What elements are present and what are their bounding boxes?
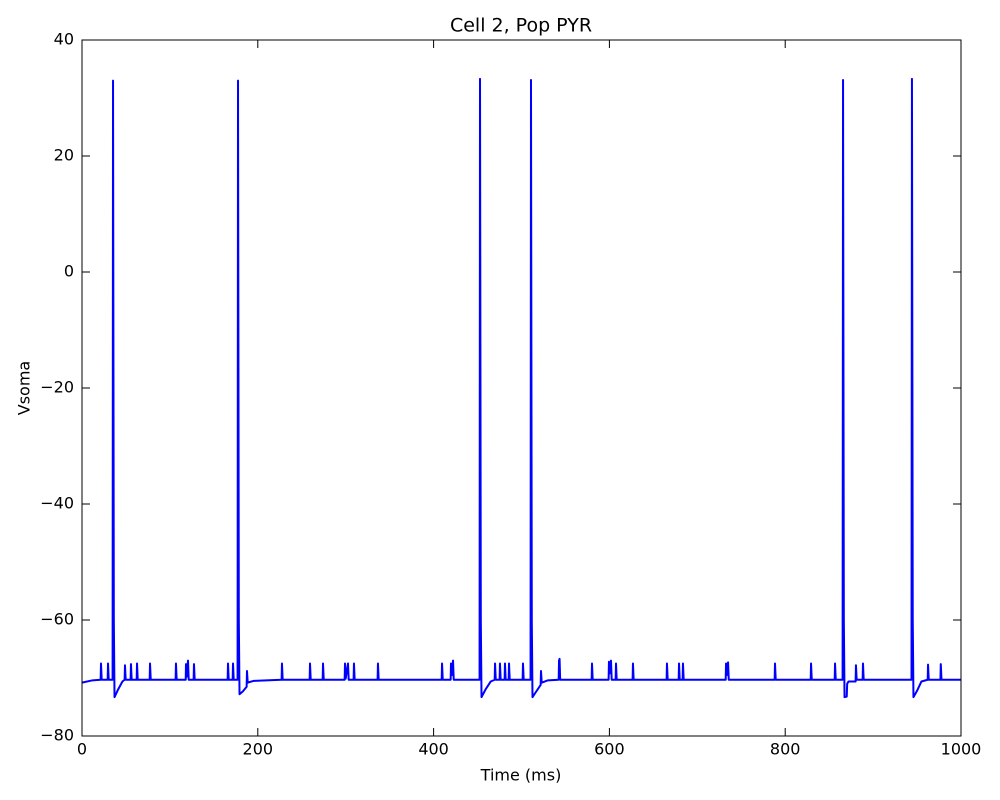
y-axis-label: Vsoma xyxy=(15,361,34,415)
x-tick-label: 400 xyxy=(418,740,449,759)
x-tick-label: 600 xyxy=(594,740,625,759)
y-tick-label: −40 xyxy=(40,494,74,513)
x-tick-label: 0 xyxy=(77,740,87,759)
x-axis-label: Time (ms) xyxy=(480,766,562,785)
x-tick-label: 200 xyxy=(243,740,274,759)
y-tick-label: −80 xyxy=(40,726,74,745)
plot-frame xyxy=(81,39,962,737)
voltage-line xyxy=(81,77,961,699)
chart-title: Cell 2, Pop PYR xyxy=(450,15,592,37)
y-tick-label: −20 xyxy=(40,378,74,397)
x-tick-label: 1000 xyxy=(941,740,982,759)
y-tick-label: −60 xyxy=(40,610,74,629)
x-tick-label: 800 xyxy=(770,740,801,759)
y-tick-label: 0 xyxy=(64,262,74,281)
y-tick-label: 40 xyxy=(54,30,74,49)
y-tick-label: 20 xyxy=(54,146,74,165)
